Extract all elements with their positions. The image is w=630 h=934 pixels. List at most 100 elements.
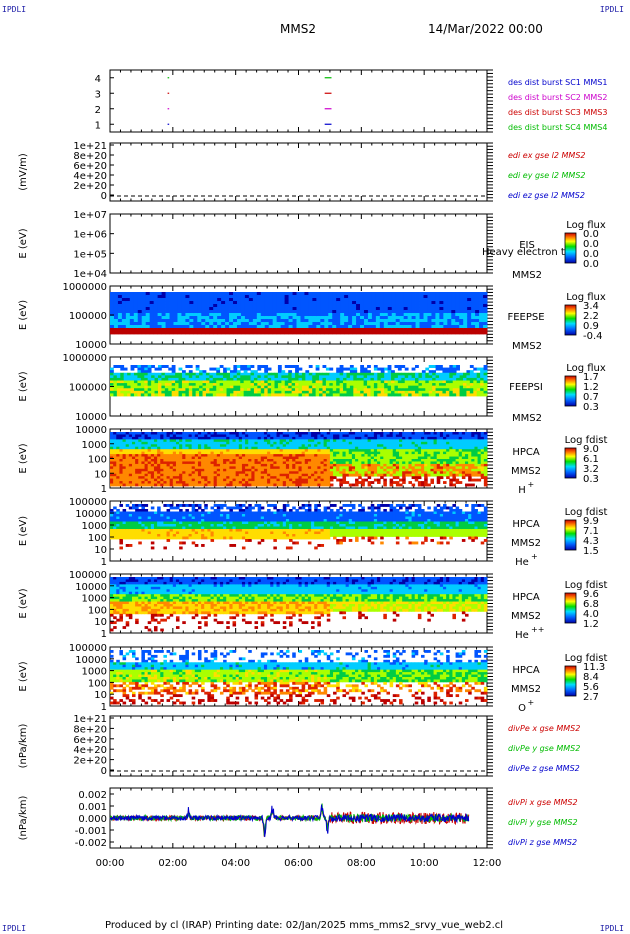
heatmap-cell [141, 459, 145, 462]
heatmap-cell [284, 292, 289, 296]
heatmap-cell [195, 375, 200, 379]
heatmap-cell [216, 380, 221, 384]
heatmap-cell [125, 449, 130, 453]
heatmap-cell [185, 456, 189, 460]
heatmap-cell [160, 441, 164, 445]
heatmap-cell [207, 476, 211, 480]
heatmap-cell [282, 459, 287, 462]
heatmap-cell [226, 468, 230, 472]
heatmap-cell [326, 439, 331, 443]
heatmap-cell [345, 449, 350, 453]
heatmap-cell [173, 292, 178, 296]
heatmap-cell [289, 478, 293, 482]
heatmap-cell [137, 304, 143, 308]
heatmap-cell [240, 377, 245, 381]
heatmap-cell [110, 388, 114, 392]
heatmap-cell [201, 481, 205, 484]
heatmap-cell [403, 301, 409, 305]
heatmap-cell [175, 432, 180, 435]
heatmap-cell [268, 298, 274, 302]
heatmap-cell [340, 313, 345, 317]
heatmap-cell [223, 459, 227, 462]
heatmap-cell [257, 388, 262, 392]
heatmap-cell [188, 393, 193, 397]
heatmap-cell [317, 449, 321, 453]
heatmap-cell [270, 456, 274, 460]
heatmap-cell [317, 466, 321, 470]
heatmap-cell [295, 372, 299, 376]
heatmap-cell [459, 322, 464, 326]
heatmap-cell [284, 383, 289, 387]
heatmap-cell [169, 307, 174, 311]
heatmap-cell [332, 319, 337, 323]
heatmap-cell [204, 468, 208, 472]
heatmap-cell [161, 316, 166, 320]
heatmap-cell [141, 304, 147, 308]
heatmap-cell [229, 483, 233, 487]
heatmap-cell [216, 454, 221, 457]
heatmap-cell [151, 388, 155, 392]
heatmap-cell [415, 375, 419, 379]
heatmap-cell [270, 466, 274, 470]
heatmap-cell [212, 380, 217, 384]
heatmap-cell [113, 316, 119, 320]
heatmap-cell [463, 313, 468, 317]
heatmap-cell [260, 295, 266, 299]
heatmap-cell [345, 471, 350, 475]
heatmap-cell [328, 298, 333, 302]
heatmap-cell [122, 478, 127, 482]
heatmap-cell [122, 471, 127, 475]
heatmap-cell [205, 322, 210, 326]
heatmap-cell [439, 298, 444, 302]
heatmap-cell [236, 393, 241, 397]
heatmap-cell [241, 466, 246, 470]
heatmap-cell [153, 468, 158, 472]
heatmap-cell [377, 383, 382, 387]
heatmap-cell [141, 313, 147, 317]
heatmap-cell [271, 383, 275, 387]
heatmap-cell [351, 451, 356, 455]
heatmap-cell [177, 307, 182, 311]
heatmap-cell [343, 388, 347, 392]
heatmap-cell [270, 444, 274, 448]
heatmap-cell [172, 449, 177, 453]
heatmap-cell [166, 481, 171, 484]
heatmap-cell [235, 436, 240, 440]
heatmap-cell [469, 372, 474, 376]
heatmap-cell [415, 377, 419, 381]
heatmap-cell [166, 451, 171, 455]
heatmap-cell [236, 298, 242, 302]
heatmap-cell [336, 446, 340, 450]
heatmap-cell [157, 385, 162, 389]
heatmap-cell [282, 461, 287, 465]
heatmap-cell [370, 383, 375, 387]
heatmap-cell [282, 451, 287, 455]
heatmap-cell [216, 449, 221, 453]
heatmap-cell [296, 322, 301, 326]
heatmap-cell [463, 307, 468, 311]
heatmap-cell [117, 328, 123, 332]
heatmap-cell [232, 439, 237, 443]
instrument-sublabel: Heavy electron tof [482, 247, 575, 258]
heatmap-cell [233, 331, 238, 335]
heatmap-cell [301, 481, 306, 484]
heatmap-cell [153, 331, 159, 335]
heatmap-cell [323, 449, 328, 453]
heatmap-cell [301, 476, 306, 480]
heatmap-cell [210, 434, 215, 438]
heatmap-cell [207, 454, 211, 457]
heatmap-cell [181, 393, 186, 397]
heatmap-cell [292, 313, 297, 317]
heatmap-cell [326, 473, 331, 477]
heatmap-cell [157, 466, 161, 470]
heatmap-cell [469, 390, 474, 394]
heatmap-cell [120, 377, 125, 381]
heatmap-cell [323, 441, 328, 445]
heatmap-cell [277, 365, 282, 368]
heatmap-cell [182, 451, 186, 455]
heatmap-cell [326, 446, 331, 450]
heatmap-cell [133, 325, 139, 329]
heatmap-cell [254, 456, 259, 460]
heatmap-cell [172, 461, 177, 465]
heatmap-cell [282, 432, 287, 435]
